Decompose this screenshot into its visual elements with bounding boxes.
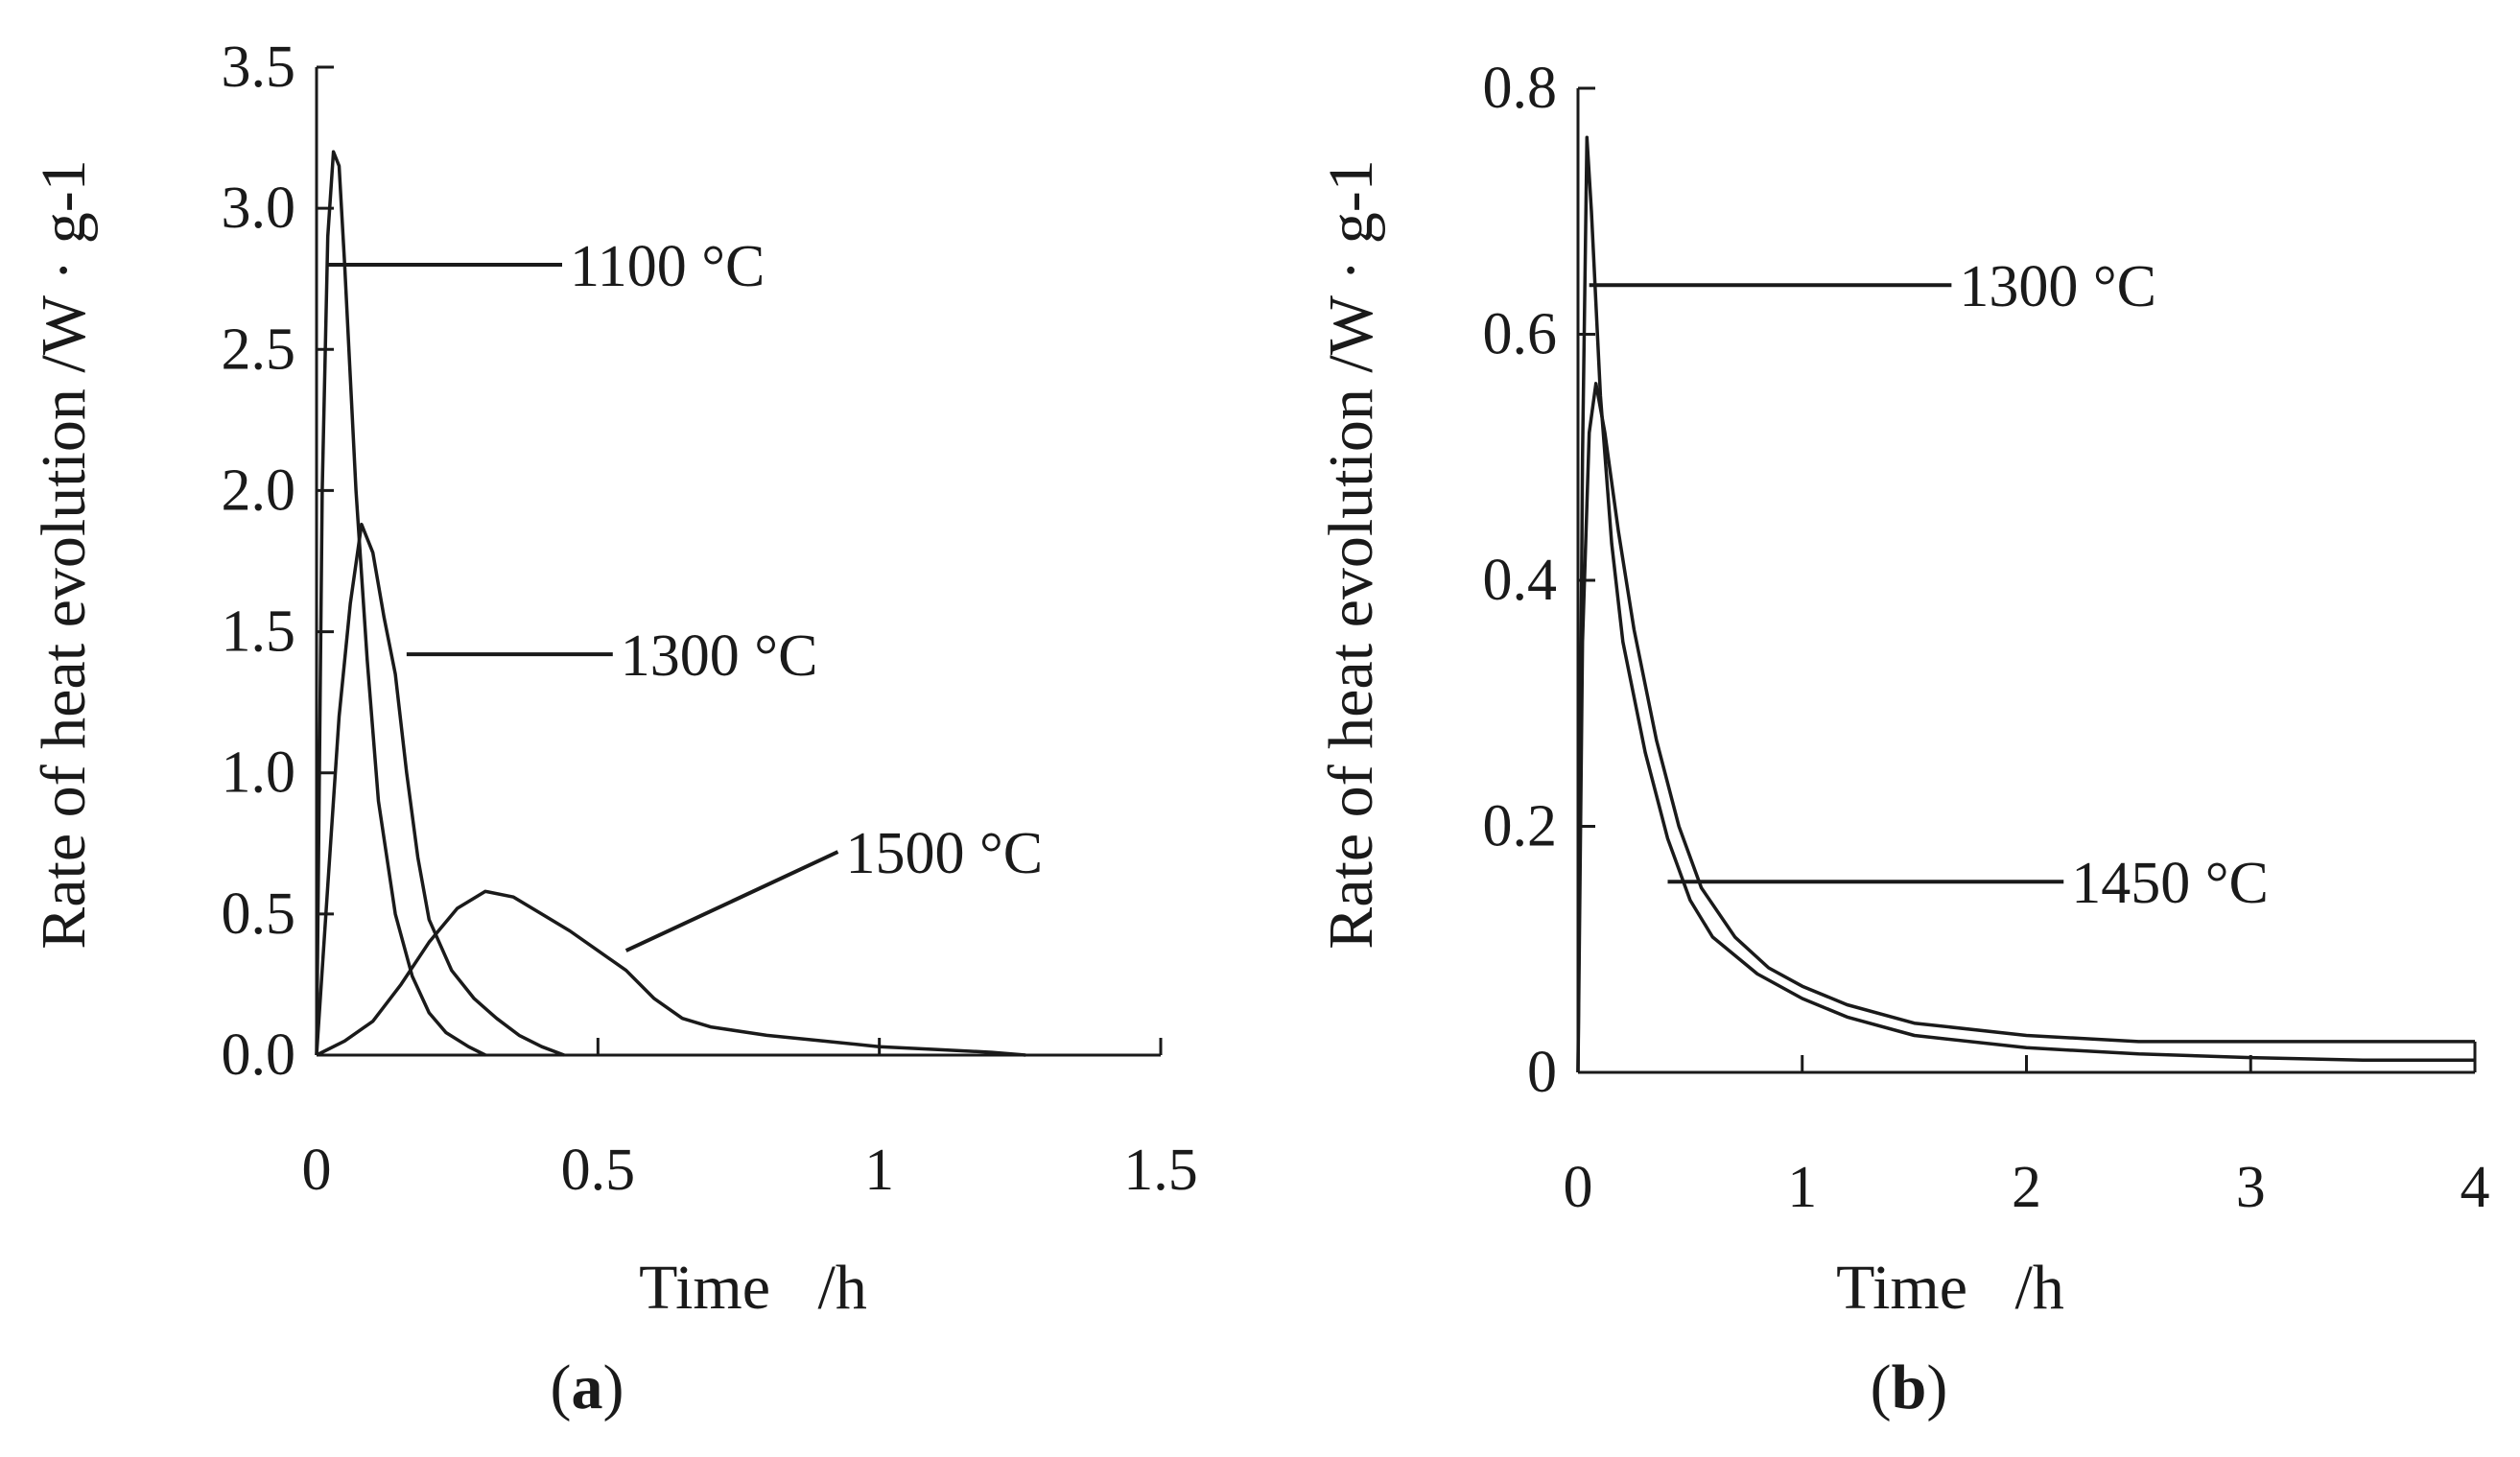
panel-a-plot-area: 0.0 0.5 1.0 1.5 2.0 2.5 3.0 3.5 0 0.5 1 1.5 1100 °C 1… (222, 35, 1198, 1203)
panel-a-label-letter: a (572, 1352, 603, 1422)
panel-a-annotation-label-1500-c: 1500 °C (845, 821, 1043, 886)
panel-a-x-tick-label-3: 1.5 (1123, 1138, 1198, 1203)
panel-b-y-tick-label-1: 0.2 (1483, 794, 1558, 859)
panel-b-y-tick-label-0: 0 (1527, 1040, 1557, 1105)
panel-b-plot-area: 0 0.2 0.4 0.6 0.8 0 1 2 3 4 1300 °C 1450 °C (1483, 56, 2490, 1220)
panel-a-x-axis-title: Time /h (639, 1253, 867, 1323)
panel-b-annotation-label-1450-c: 1450 °C (2071, 851, 2269, 916)
panel-b-x-axis-title: Time /h (1836, 1253, 2064, 1323)
panel-a-series-1100-c (315, 150, 486, 1057)
panel-a-annotation-label-1300-c: 1300 °C (621, 623, 818, 689)
panel-b: Rate of heat evolution /W · g-1 Time /h … (1316, 56, 2490, 1422)
panel-a-y-tick-label-2: 1.0 (222, 740, 296, 806)
panel-a-series-1500-c (316, 889, 1026, 1057)
panel-a-x-tick-label-0: 0 (302, 1138, 332, 1203)
panel-a-y-tick-label-6: 3.0 (222, 176, 296, 241)
panel-a-label: (a) (551, 1352, 624, 1422)
panel-a-y-axis-title: Rate of heat evolution /W · g-1 (29, 159, 99, 950)
panel-b-x-tick-label-0: 0 (1564, 1155, 1593, 1220)
panel-b-label-letter: b (1892, 1352, 1927, 1422)
panel-b-y-tick-label-2: 0.4 (1483, 548, 1558, 613)
panel-b-series-1300-c (1576, 135, 2475, 1073)
panel-a: Rate of heat evolution /W · g-1 Time /h … (29, 35, 1198, 1422)
panel-a-y-tick-label-1: 0.5 (222, 881, 296, 947)
panel-b-label: (b) (1871, 1352, 1948, 1422)
panel-b-x-tick-label-1: 1 (1787, 1155, 1817, 1220)
panel-b-y-tick-label-3: 0.6 (1483, 302, 1558, 367)
panel-b-x-tick-label-2: 2 (2012, 1155, 2041, 1220)
panel-b-x-tick-label-3: 3 (2236, 1155, 2266, 1220)
panel-a-series-1300-c (315, 522, 565, 1057)
panel-a-y-tick-label-4: 2.0 (222, 458, 296, 523)
panel-a-x-tick-label-1: 0.5 (561, 1138, 636, 1203)
panel-a-x-tick-label-2: 1 (864, 1138, 894, 1203)
panel-a-y-tick-label-3: 1.5 (222, 599, 296, 665)
panel-b-y-axis-title: Rate of heat evolution /W · g-1 (1316, 159, 1386, 950)
panel-b-annotation-label-1300-c: 1300 °C (1959, 254, 2156, 319)
panel-a-y-tick-label-0: 0.0 (222, 1022, 296, 1088)
panel-a-y-tick-label-7: 3.5 (222, 35, 296, 100)
panel-b-x-tick-label-4: 4 (2461, 1155, 2490, 1220)
panel-b-y-tick-label-4: 0.8 (1483, 56, 1558, 121)
panel-b-series-1450-c (1576, 382, 2475, 1073)
panel-a-annotation-leader-1500-c (624, 850, 839, 952)
panel-a-y-tick-label-5: 2.5 (222, 317, 296, 382)
panel-a-annotation-label-1100-c: 1100 °C (570, 234, 765, 299)
